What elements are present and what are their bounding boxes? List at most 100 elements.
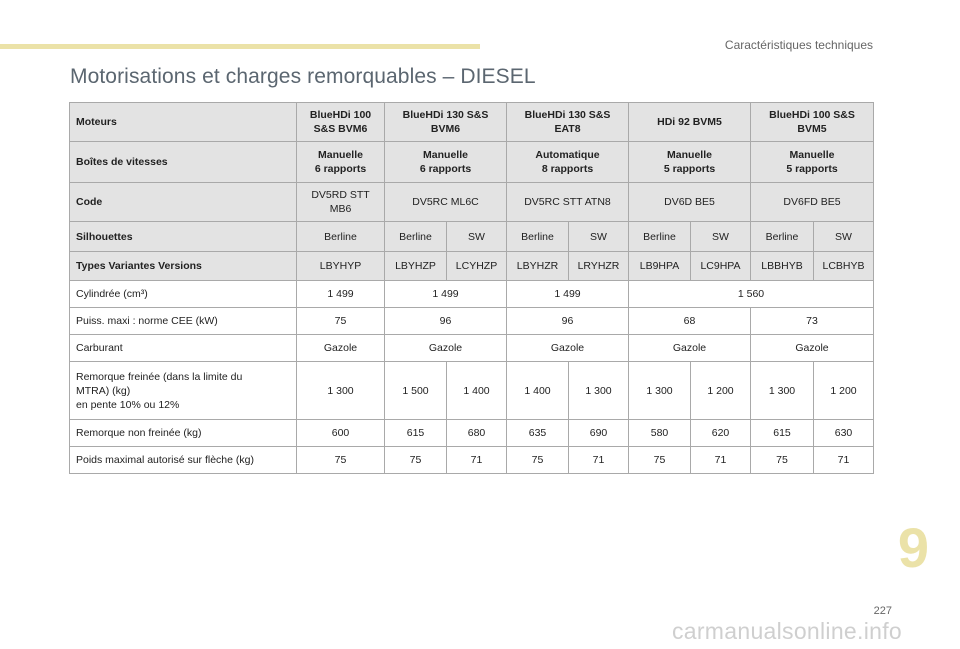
row-label: Carburant — [69, 334, 297, 362]
unbraked-cell: 615 — [750, 419, 814, 447]
nose-cell: 71 — [446, 446, 507, 474]
braked-trailer-row: Remorque freinée (dans la limite du MTRA)… — [69, 361, 874, 420]
nose-cell: 71 — [568, 446, 629, 474]
body-cell: SW — [446, 221, 507, 252]
version-cell: LBYHZR — [506, 251, 569, 281]
unbraked-cell: 690 — [568, 419, 629, 447]
version-cell: LBYHYP — [296, 251, 385, 281]
braked-cell: 1 300 — [296, 361, 385, 420]
braked-cell: 1 300 — [628, 361, 691, 420]
unbraked-cell: 635 — [506, 419, 569, 447]
power-cell: 68 — [628, 307, 751, 335]
braked-cell: 1 400 — [446, 361, 507, 420]
code-cell: DV5RC STT ATN8 — [506, 182, 629, 222]
nose-cell: 71 — [813, 446, 874, 474]
body-cell: SW — [813, 221, 874, 252]
gearbox-cell: Automatique 8 rapports — [506, 141, 629, 183]
engine-cell: BlueHDi 130 S&S BVM6 — [384, 102, 507, 142]
power-row: Puiss. maxi : norme CEE (kW) 75 96 96 68… — [69, 307, 874, 335]
watermark: carmanualsonline.info — [671, 618, 902, 644]
gearbox-cell: Manuelle 5 rapports — [750, 141, 874, 183]
version-cell: LBBHYB — [750, 251, 814, 281]
unbraked-cell: 600 — [296, 419, 385, 447]
bodies-row: Silhouettes Berline Berline SW Berline S… — [69, 221, 874, 252]
power-cell: 73 — [750, 307, 874, 335]
row-label: Remorque non freinée (kg) — [69, 419, 297, 447]
body-cell: Berline — [628, 221, 691, 252]
braked-cell: 1 200 — [690, 361, 751, 420]
unbraked-cell: 680 — [446, 419, 507, 447]
row-label: Poids maximal autorisé sur flèche (kg) — [69, 446, 297, 474]
nose-cell: 75 — [296, 446, 385, 474]
power-cell: 96 — [506, 307, 629, 335]
nose-cell: 75 — [384, 446, 447, 474]
displacement-cell: 1 499 — [384, 280, 507, 308]
engine-cell: BlueHDi 100 S&S BVM6 — [296, 102, 385, 142]
gearbox-cell: Manuelle 6 rapports — [296, 141, 385, 183]
braked-cell: 1 200 — [813, 361, 874, 420]
braked-cell: 1 300 — [568, 361, 629, 420]
nose-cell: 75 — [628, 446, 691, 474]
versions-row: Types Variantes Versions LBYHYP LBYHZP L… — [69, 251, 874, 281]
gearbox-row: Boîtes de vitesses Manuelle 6 rapports Ma… — [69, 141, 874, 183]
displacement-cell: 1 560 — [628, 280, 874, 308]
version-cell: LCBHYB — [813, 251, 874, 281]
body-cell: Berline — [750, 221, 814, 252]
fuel-cell: Gazole — [384, 334, 507, 362]
fuel-row: Carburant Gazole Gazole Gazole Gazole Ga… — [69, 334, 874, 362]
unbraked-cell: 580 — [628, 419, 691, 447]
engine-cell: HDi 92 BVM5 — [628, 102, 751, 142]
row-label: Moteurs — [69, 102, 297, 142]
nose-weight-row: Poids maximal autorisé sur flèche (kg) 7… — [69, 446, 874, 474]
gearbox-cell: Manuelle 5 rapports — [628, 141, 751, 183]
braked-cell: 1 300 — [750, 361, 814, 420]
body-cell: SW — [690, 221, 751, 252]
unbraked-cell: 615 — [384, 419, 447, 447]
engines-row: Moteurs BlueHDi 100 S&S BVM6 BlueHDi 130 … — [69, 102, 874, 142]
code-row: Code DV5RD STT MB6 DV5RC ML6C DV5RC STT A… — [69, 182, 874, 222]
accent-bar — [0, 44, 480, 49]
code-cell: DV5RD STT MB6 — [296, 182, 385, 222]
version-cell: LBYHZP — [384, 251, 447, 281]
version-cell: LC9HPA — [690, 251, 751, 281]
body-cell: Berline — [384, 221, 447, 252]
nose-cell: 75 — [750, 446, 814, 474]
section-title: Caractéristiques techniques — [724, 38, 873, 52]
unbraked-cell: 620 — [690, 419, 751, 447]
engine-cell: BlueHDi 130 S&S EAT8 — [506, 102, 629, 142]
engine-cell: BlueHDi 100 S&S BVM5 — [750, 102, 874, 142]
body-cell: Berline — [506, 221, 569, 252]
version-cell: LCYHZP — [446, 251, 507, 281]
version-cell: LB9HPA — [628, 251, 691, 281]
displacement-row: Cylindrée (cm³) 1 499 1 499 1 499 1 560 — [69, 280, 874, 308]
row-label: Types Variantes Versions — [69, 251, 297, 281]
gearbox-cell: Manuelle 6 rapports — [384, 141, 507, 183]
row-label: Remorque freinée (dans la limite du MTRA)… — [69, 361, 297, 420]
diesel-specs-table: Moteurs BlueHDi 100 S&S BVM6 BlueHDi 130 … — [69, 102, 874, 474]
row-label: Silhouettes — [69, 221, 297, 252]
braked-cell: 1 500 — [384, 361, 447, 420]
row-label: Boîtes de vitesses — [69, 141, 297, 183]
version-cell: LRYHZR — [568, 251, 629, 281]
code-cell: DV5RC ML6C — [384, 182, 507, 222]
fuel-cell: Gazole — [750, 334, 874, 362]
unbraked-trailer-row: Remorque non freinée (kg) 600 615 680 63… — [69, 419, 874, 447]
body-cell: SW — [568, 221, 629, 252]
fuel-cell: Gazole — [296, 334, 385, 362]
fuel-cell: Gazole — [506, 334, 629, 362]
page-number: 227 — [873, 605, 892, 617]
fuel-cell: Gazole — [628, 334, 751, 362]
code-cell: DV6D BE5 — [628, 182, 751, 222]
unbraked-cell: 630 — [813, 419, 874, 447]
row-label: Cylindrée (cm³) — [69, 280, 297, 308]
chapter-number: 9 — [897, 516, 929, 579]
page-title: Motorisations et charges remorquables – … — [70, 65, 536, 88]
row-label: Puiss. maxi : norme CEE (kW) — [69, 307, 297, 335]
braked-cell: 1 400 — [506, 361, 569, 420]
body-cell: Berline — [296, 221, 385, 252]
power-cell: 96 — [384, 307, 507, 335]
nose-cell: 71 — [690, 446, 751, 474]
displacement-cell: 1 499 — [506, 280, 629, 308]
power-cell: 75 — [296, 307, 385, 335]
nose-cell: 75 — [506, 446, 569, 474]
